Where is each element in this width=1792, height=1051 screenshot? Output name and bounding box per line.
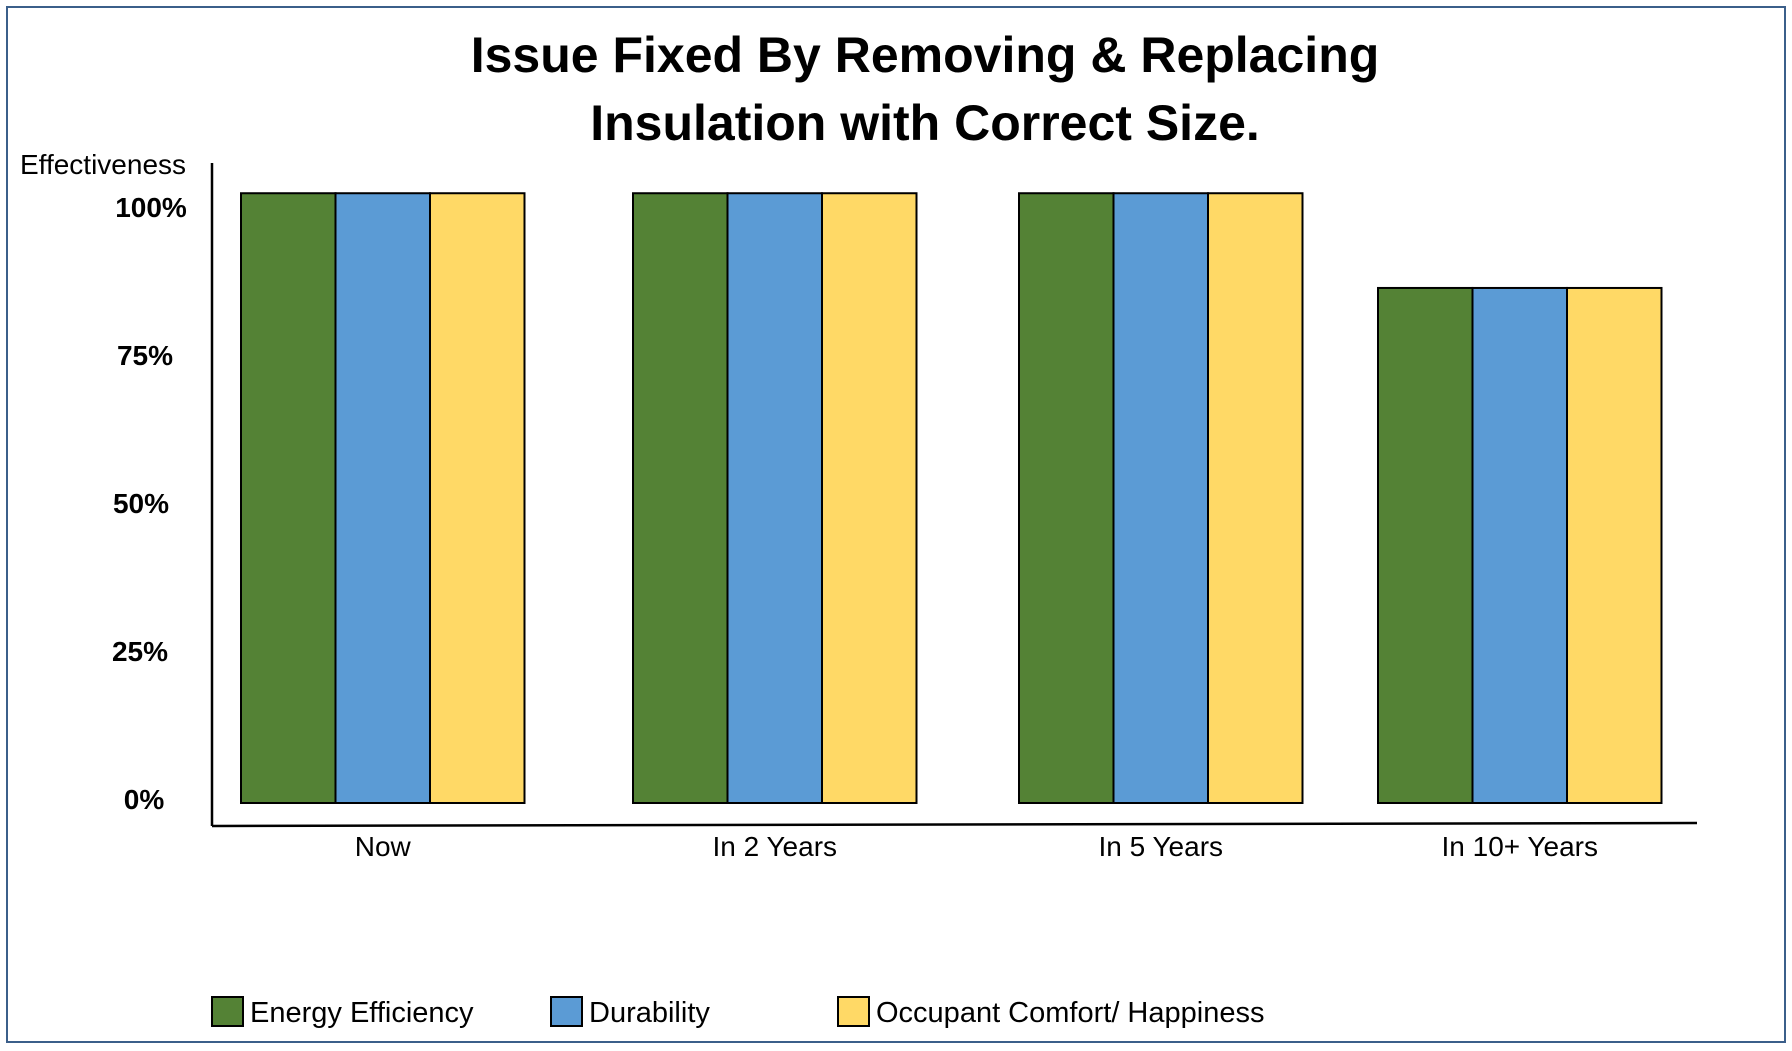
x-tick-label: In 2 Years — [712, 831, 837, 862]
y-tick-label: 100% — [115, 192, 187, 223]
x-tick-label: In 5 Years — [1098, 831, 1223, 862]
bar — [632, 192, 729, 805]
bar — [334, 192, 431, 805]
bar — [1566, 286, 1663, 804]
chart-title-line-1: Issue Fixed By Removing & Replacing — [471, 27, 1380, 83]
legend-swatch — [211, 996, 244, 1027]
bar — [240, 192, 337, 805]
bar — [1377, 286, 1474, 804]
bar — [1471, 286, 1568, 804]
x-tick-label: Now — [355, 831, 412, 862]
bar — [1018, 192, 1115, 805]
legend-label: Durability — [589, 997, 710, 1029]
x-tick-label: In 10+ Years — [1442, 831, 1598, 862]
bar — [1112, 192, 1209, 805]
bar — [1207, 192, 1304, 805]
bar — [821, 192, 918, 805]
y-axis-label: Effectiveness — [20, 149, 186, 180]
bar — [726, 192, 823, 805]
bar — [429, 192, 526, 805]
y-tick-label: 25% — [112, 636, 168, 667]
legend-label: Occupant Comfort/ Happiness — [876, 997, 1264, 1029]
legend-swatch — [550, 996, 583, 1027]
y-tick-label: 0% — [124, 784, 165, 815]
x-axis-line — [211, 821, 1698, 828]
chart-title-line-2: Insulation with Correct Size. — [590, 95, 1260, 151]
y-tick-label: 75% — [117, 340, 173, 371]
legend-swatch — [837, 996, 870, 1027]
legend-label: Energy Efficiency — [250, 997, 474, 1029]
y-tick-label: 50% — [113, 488, 169, 519]
